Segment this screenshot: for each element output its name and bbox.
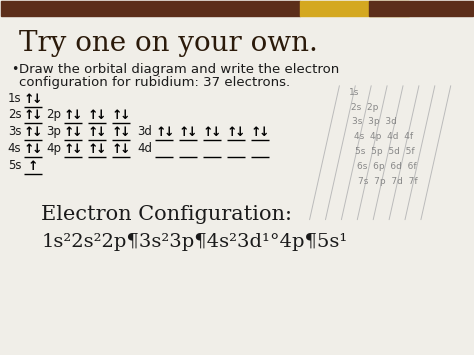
Text: ↑: ↑: [24, 143, 35, 156]
Text: 3s: 3s: [8, 125, 21, 138]
Text: 1s²2s²2p¶3s²3p¶4s²3d¹°4p¶5s¹: 1s²2s²2p¶3s²3p¶4s²3d¹°4p¶5s¹: [41, 233, 347, 251]
Text: ↑: ↑: [64, 143, 74, 156]
Text: ↓: ↓: [119, 143, 130, 156]
Text: ↓: ↓: [163, 126, 173, 139]
Text: 5s: 5s: [8, 159, 21, 172]
Text: ↑: ↑: [24, 109, 35, 122]
Text: ↑: ↑: [24, 126, 35, 139]
Bar: [300, 1, 409, 16]
Bar: [369, 1, 473, 16]
Text: ↓: ↓: [72, 109, 82, 122]
Text: ↑: ↑: [111, 143, 122, 156]
Text: ↓: ↓: [96, 143, 106, 156]
Text: ↓: ↓: [119, 109, 130, 122]
Text: ↑: ↑: [203, 126, 213, 139]
Text: ↑: ↑: [64, 126, 74, 139]
Text: •: •: [11, 63, 18, 76]
Text: ↓: ↓: [32, 109, 43, 122]
Text: 1s: 1s: [349, 88, 360, 97]
Text: ↓: ↓: [72, 126, 82, 139]
Text: Electron Configuration:: Electron Configuration:: [41, 205, 292, 224]
Text: ↓: ↓: [235, 126, 245, 139]
Text: ↑: ↑: [88, 143, 98, 156]
Text: 5s  5p  5d  5f: 5s 5p 5d 5f: [356, 147, 415, 156]
Text: ↑: ↑: [88, 126, 98, 139]
Text: 3p: 3p: [46, 125, 61, 138]
Text: Try one on your own.: Try one on your own.: [19, 30, 318, 57]
Text: ↓: ↓: [211, 126, 221, 139]
Bar: [1, 1, 300, 16]
Text: 3s  3p  3d: 3s 3p 3d: [352, 118, 397, 126]
Text: ↓: ↓: [72, 143, 82, 156]
Text: 2s: 2s: [8, 108, 21, 121]
Text: 4d: 4d: [137, 142, 153, 155]
Text: 3d: 3d: [137, 125, 153, 138]
Text: 2s  2p: 2s 2p: [351, 103, 378, 111]
Text: ↓: ↓: [187, 126, 198, 139]
Text: ↑: ↑: [227, 126, 237, 139]
Text: 4s  4p  4d  4f: 4s 4p 4d 4f: [354, 132, 413, 141]
Text: 4p: 4p: [46, 142, 61, 155]
Text: ↑: ↑: [64, 109, 74, 122]
Text: ↑: ↑: [111, 126, 122, 139]
Text: ↓: ↓: [96, 126, 106, 139]
Text: ↑: ↑: [251, 126, 261, 139]
Text: 6s  6p  6d  6f: 6s 6p 6d 6f: [357, 162, 417, 171]
Text: 2p: 2p: [46, 108, 61, 121]
Text: ↑: ↑: [28, 160, 38, 173]
Text: ↑: ↑: [155, 126, 166, 139]
Text: ↑: ↑: [24, 93, 35, 105]
Text: 7s  7p  7d  7f: 7s 7p 7d 7f: [358, 177, 418, 186]
Text: ↓: ↓: [119, 126, 130, 139]
Text: ↓: ↓: [32, 93, 43, 105]
Text: ↑: ↑: [88, 109, 98, 122]
Text: 1s: 1s: [8, 92, 21, 105]
Text: ↓: ↓: [96, 109, 106, 122]
Text: configuration for rubidium: 37 electrons.: configuration for rubidium: 37 electrons…: [19, 76, 291, 89]
Text: ↑: ↑: [179, 126, 190, 139]
Text: ↓: ↓: [259, 126, 269, 139]
Text: ↓: ↓: [32, 126, 43, 139]
Text: ↑: ↑: [111, 109, 122, 122]
Text: Draw the orbital diagram and write the electron: Draw the orbital diagram and write the e…: [19, 63, 339, 76]
Text: ↓: ↓: [32, 143, 43, 156]
Text: 4s: 4s: [8, 142, 21, 155]
